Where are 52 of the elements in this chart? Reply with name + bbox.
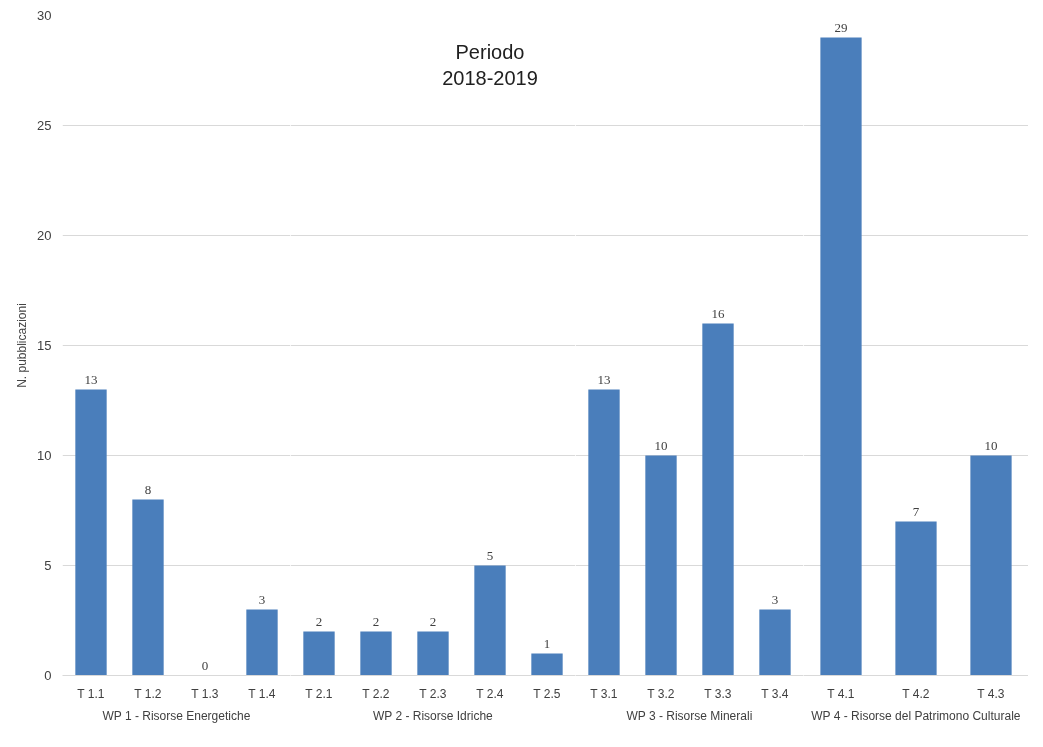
x-tick-label: T 4.3 — [977, 686, 1005, 701]
x-tick-label: T 2.5 — [533, 686, 561, 701]
data-label: 8 — [144, 481, 152, 497]
text: Periodo 2018-2019 — [442, 40, 538, 89]
data-label: 7 — [912, 503, 920, 519]
x-axis-title: WP 1 - Risorse Energetiche — [102, 708, 251, 723]
bar — [75, 389, 107, 676]
x-axis-title: WP 2 - Risorse Idriche — [372, 708, 494, 723]
data-label: 3 — [258, 591, 266, 607]
y-tick-label: 25 — [37, 118, 52, 133]
y-tick-label: 5 — [44, 558, 52, 573]
y-tick-label: 30 — [37, 8, 52, 23]
x-axis-title: WP 3 - Risorse Minerali — [626, 708, 753, 723]
data-label: 3 — [771, 591, 779, 607]
y-tick-label: 20 — [37, 228, 52, 243]
x-tick-label: T 2.2 — [362, 686, 390, 701]
x-tick-label: T 3.3 — [704, 686, 732, 701]
data-label: 10 — [654, 437, 668, 453]
x-tick-label: T 2.4 — [476, 686, 504, 701]
x-tick-label: T 3.4 — [761, 686, 789, 701]
data-label: 13 — [84, 371, 98, 387]
x-tick-label: T 3.1 — [590, 686, 618, 701]
bar — [588, 389, 620, 676]
x-tick-label: T 2.1 — [305, 686, 333, 701]
x-tick-label: T 4.2 — [902, 686, 930, 701]
data-label: 2 — [372, 613, 380, 629]
x-tick-label: T 1.1 — [77, 686, 105, 701]
x-tick-label: T 3.2 — [647, 686, 675, 701]
x-tick-label: T 1.3 — [191, 686, 219, 701]
x-tick-label: T 2.3 — [419, 686, 447, 701]
y-tick-label: 0 — [44, 668, 52, 683]
x-axis-title: WP 4 - Risorse del Patrimono Culturale — [811, 708, 1021, 723]
x-tick-label: T 1.2 — [134, 686, 162, 701]
data-label: 29 — [834, 19, 848, 35]
data-label: 2 — [315, 613, 323, 629]
data-label: 0 — [201, 657, 209, 673]
data-label: 1 — [543, 635, 551, 651]
data-label: 10 — [984, 437, 998, 453]
bar — [132, 499, 164, 676]
bar — [246, 609, 278, 676]
y-tick-label: 10 — [37, 448, 52, 463]
bar — [645, 455, 677, 676]
x-tick-label: T 4.1 — [827, 686, 855, 701]
data-label: 5 — [486, 547, 494, 563]
data-label: 2 — [429, 613, 437, 629]
y-axis-title: N. pubblicazioni — [15, 303, 30, 388]
data-label: 16 — [711, 305, 725, 321]
bar — [759, 609, 791, 676]
bar — [702, 323, 734, 676]
y-tick-label: 15 — [37, 338, 52, 353]
x-tick-label: T 1.4 — [248, 686, 276, 701]
data-label: 13 — [597, 371, 611, 387]
